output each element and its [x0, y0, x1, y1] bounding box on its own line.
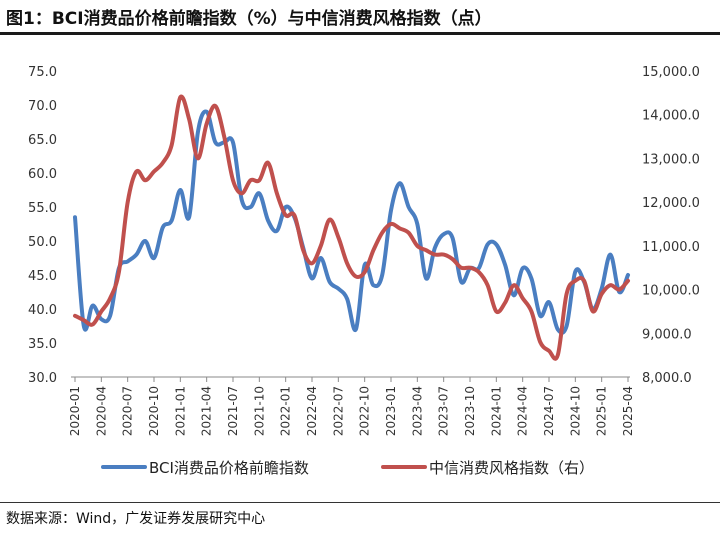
left-axis-tick-label: 75.0	[28, 65, 57, 80]
x-axis-tick-label: 2024-04	[516, 386, 530, 436]
x-axis-tick-label: 2025-01	[595, 386, 609, 436]
left-axis-tick-label: 70.0	[28, 99, 57, 114]
x-axis-tick-label: 2024-07	[542, 386, 556, 436]
x-axis-tick-label: 2024-01	[489, 386, 503, 436]
x-axis-tick-label: 2022-01	[279, 386, 293, 436]
left-axis-tick-label: 55.0	[28, 201, 57, 216]
source-rule	[0, 502, 720, 503]
source-note: 数据来源：Wind，广发证券发展研究中心	[6, 511, 266, 527]
x-axis-tick-label: 2021-10	[252, 386, 266, 436]
right-axis-tick-label: 13,000.0	[642, 152, 700, 167]
x-axis-tick-label: 2022-10	[358, 386, 372, 436]
left-axis-tick-label: 60.0	[28, 167, 57, 182]
right-axis-tick-label: 10,000.0	[642, 284, 700, 299]
right-axis-tick-label: 8,000.0	[642, 371, 692, 386]
x-axis-tick-label: 2020-10	[147, 386, 161, 436]
x-axis-tick-label: 2021-01	[173, 386, 187, 436]
citic-consumption-series-line	[73, 94, 630, 361]
title-bar: 图1：BCI消费品价格前瞻指数（%）与中信消费风格指数（点）	[0, 0, 720, 34]
right-axis-tick-label: 12,000.0	[642, 196, 700, 211]
x-axis-tick-label: 2023-01	[384, 386, 398, 436]
x-axis-tick-label: 2020-01	[68, 386, 82, 436]
right-axis-tick-label: 14,000.0	[642, 109, 700, 124]
x-axis-tick-label: 2022-07	[331, 386, 345, 436]
left-axis-tick-label: 45.0	[28, 269, 57, 284]
right-axis-tick-label: 9,000.0	[642, 327, 692, 342]
left-axis-tick-label: 50.0	[28, 235, 57, 250]
bci-series-line	[73, 109, 630, 335]
x-axis-tick-label: 2024-10	[568, 386, 582, 436]
title-rule	[0, 32, 720, 35]
x-axis-tick-label: 2023-07	[437, 386, 451, 436]
x-axis-tick-label: 2021-04	[200, 386, 214, 436]
left-axis-tick-label: 35.0	[28, 337, 57, 352]
x-axis-tick-label: 2020-07	[121, 386, 135, 436]
left-axis-tick-label: 30.0	[28, 371, 57, 386]
legend-label: BCI消费品价格前瞻指数	[149, 459, 309, 477]
x-axis-tick-label: 2023-04	[410, 386, 424, 436]
right-axis-tick-label: 11,000.0	[642, 240, 700, 255]
figure-title: 图1：BCI消费品价格前瞻指数（%）与中信消费风格指数（点）	[6, 9, 492, 29]
x-axis-tick-label: 2020-04	[94, 386, 108, 436]
x-axis-tick-label: 2025-04	[621, 386, 635, 436]
right-axis-tick-label: 15,000.0	[642, 65, 700, 80]
dual-axis-line-chart: 30.0 35.0 40.0 45.0 50.0 55.0 60.0 65.0 70.0 75.0…	[28, 65, 700, 477]
x-axis-tick-label: 2023-10	[463, 386, 477, 436]
left-axis-tick-label: 65.0	[28, 133, 57, 148]
legend-label: 中信消费风格指数（右）	[429, 459, 594, 477]
x-axis-tick-label: 2021-07	[226, 386, 240, 436]
x-axis-tick-label: 2022-04	[305, 386, 319, 436]
left-axis-tick-label: 40.0	[28, 303, 57, 318]
